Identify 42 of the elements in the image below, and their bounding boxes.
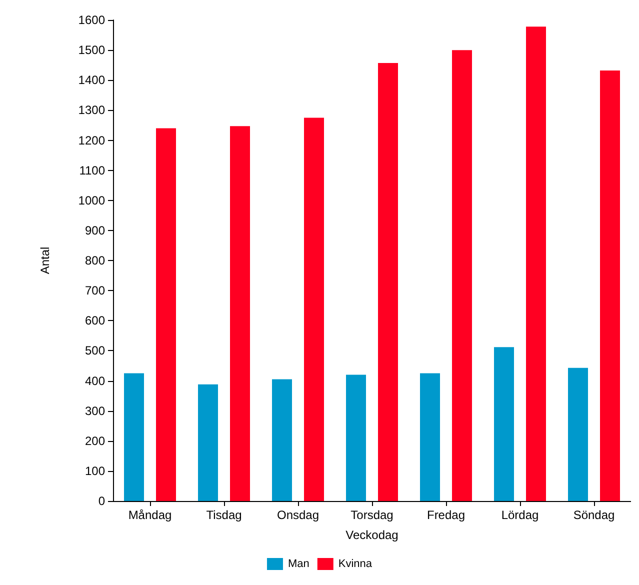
y-tick-label: 400 [84, 374, 106, 388]
bar [230, 126, 250, 501]
bar [526, 26, 546, 501]
y-tick-label: 100 [84, 464, 106, 478]
bar [272, 379, 292, 501]
x-tick-label: Onsdag [276, 508, 320, 522]
y-tick-label: 1100 [79, 163, 106, 178]
y-tick-label: 600 [84, 314, 106, 328]
y-tick-label: 200 [84, 434, 106, 448]
bar [494, 347, 514, 501]
y-tick-label: 1300 [78, 103, 106, 118]
bar [198, 384, 218, 501]
bar [346, 374, 366, 501]
y-tick-label: 1200 [78, 133, 106, 148]
bar [568, 368, 588, 501]
legend-label: Man [288, 558, 310, 570]
bar [304, 118, 324, 501]
y-tick-label: 300 [84, 404, 106, 418]
y-tick-label: 1000 [78, 193, 106, 208]
x-tick-label: Tisdag [206, 508, 242, 522]
y-tick-label: 900 [84, 223, 106, 238]
y-tick-label: 700 [84, 284, 106, 298]
bar [156, 128, 176, 501]
y-tick-label: 0 [98, 494, 106, 508]
bar [452, 50, 472, 501]
y-tick-label: 1600 [78, 13, 106, 27]
y-tick-label: 800 [84, 254, 106, 268]
bar [378, 62, 398, 501]
y-tick-label: 1500 [78, 43, 106, 58]
y-axis-title: Antal [38, 246, 52, 274]
y-tick-label: 1400 [78, 73, 106, 88]
bar [420, 373, 440, 501]
bar [600, 70, 620, 501]
x-tick-label: Fredag [426, 508, 466, 522]
legend-label: Kvinna [338, 558, 373, 570]
x-tick-label: Måndag [128, 508, 172, 522]
x-tick-label: Söndag [573, 508, 615, 522]
y-tick-label: 500 [84, 344, 106, 358]
x-tick-label: Torsdag [350, 508, 394, 522]
x-tick-label: Lördag [501, 508, 539, 522]
bar [124, 373, 144, 501]
x-axis-title: Veckodag [346, 528, 398, 542]
